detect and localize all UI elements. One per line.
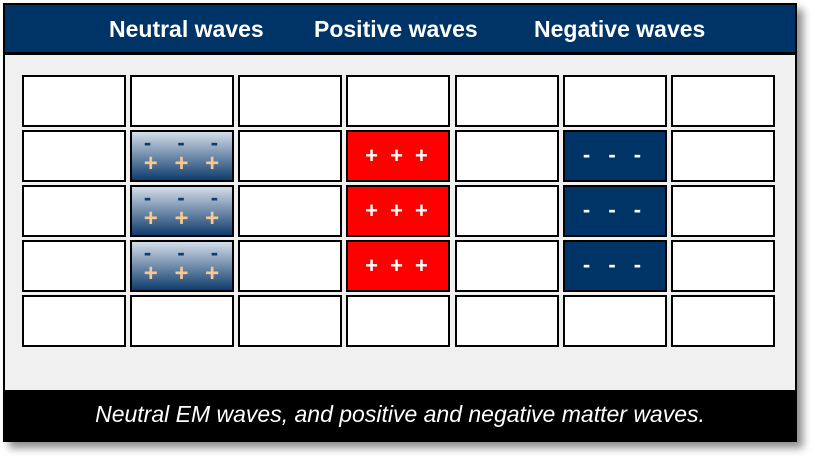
negative-charges: - - - (143, 240, 229, 265)
positive-waves-title: Positive waves (314, 16, 478, 42)
diagram-frame: Neutral waves Positive waves Negative wa… (3, 3, 797, 442)
positive-charges: + + + (143, 150, 225, 177)
neutral-cell: - - - + + + (130, 130, 234, 182)
positive-charges: + + + (143, 260, 225, 287)
empty-cell (22, 185, 126, 237)
empty-cell (346, 75, 450, 127)
empty-cell (22, 295, 126, 347)
positive-cell: + + + (346, 240, 450, 292)
empty-cell (563, 295, 667, 347)
empty-cell (671, 75, 775, 127)
positive-cell: + + + (346, 130, 450, 182)
empty-cell (238, 240, 342, 292)
positive-charges: + + + (143, 205, 225, 232)
empty-cell (671, 295, 775, 347)
empty-cell (455, 240, 559, 292)
empty-cell (238, 185, 342, 237)
empty-cell (455, 185, 559, 237)
empty-cell (22, 75, 126, 127)
negative-charges: - - - (143, 185, 229, 210)
empty-cell (238, 295, 342, 347)
empty-cell (238, 75, 342, 127)
empty-cell (130, 295, 234, 347)
negative-cell: - - - (563, 240, 667, 292)
positive-cell: + + + (346, 185, 450, 237)
empty-cell (671, 240, 775, 292)
empty-cell (671, 130, 775, 182)
negative-waves-title: Negative waves (534, 16, 706, 42)
negative-charges: - - - (143, 130, 229, 155)
empty-cell (346, 295, 450, 347)
empty-cell (238, 130, 342, 182)
empty-cell (22, 240, 126, 292)
empty-cell (563, 75, 667, 127)
negative-cell: - - - (563, 185, 667, 237)
header-bar: Neutral waves Positive waves Negative wa… (5, 5, 795, 55)
empty-cell (671, 185, 775, 237)
neutral-cell: - - - + + + (130, 185, 234, 237)
negative-cell: - - - (563, 130, 667, 182)
empty-cell (130, 75, 234, 127)
caption: Neutral EM waves, and positive and negat… (5, 390, 795, 440)
empty-cell (22, 130, 126, 182)
neutral-cell: - - - + + + (130, 240, 234, 292)
empty-cell (455, 130, 559, 182)
neutral-waves-title: Neutral waves (109, 16, 264, 42)
empty-cell (455, 75, 559, 127)
empty-cell (455, 295, 559, 347)
